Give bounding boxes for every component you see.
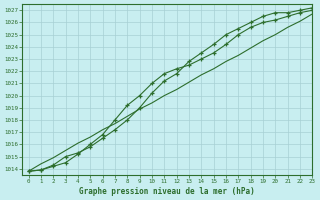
X-axis label: Graphe pression niveau de la mer (hPa): Graphe pression niveau de la mer (hPa)	[79, 187, 255, 196]
